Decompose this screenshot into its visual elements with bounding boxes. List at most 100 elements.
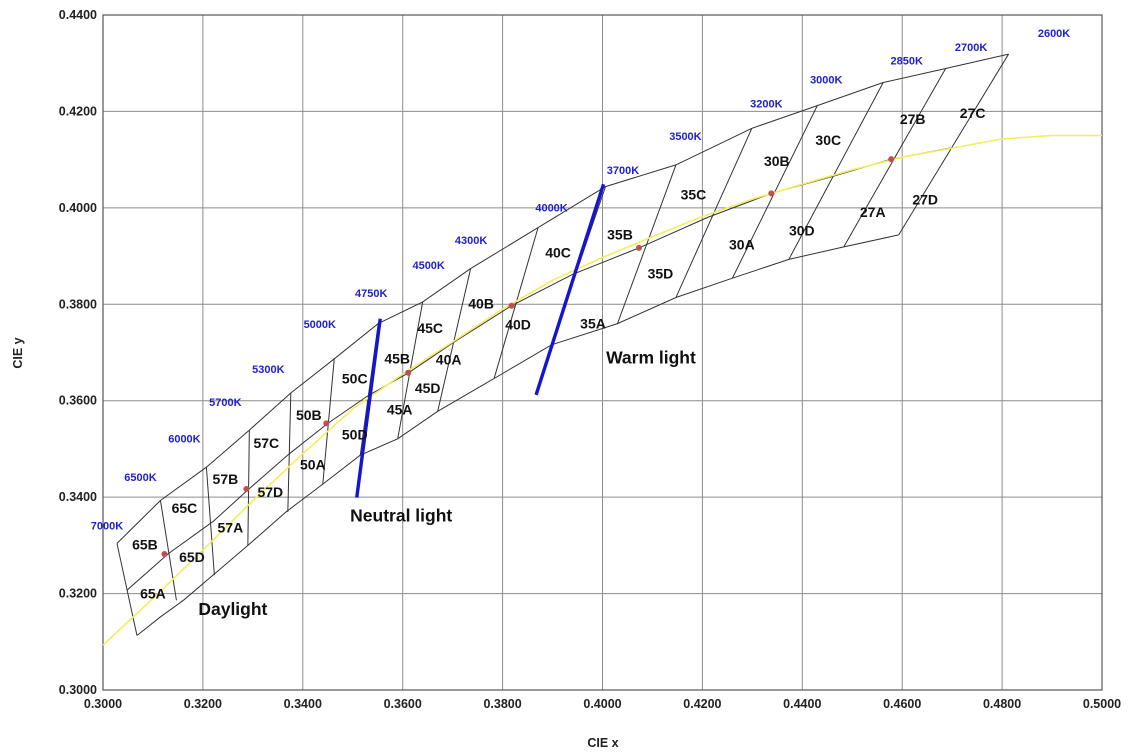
y-tick-0: 0.3000 [59,683,97,697]
bin-label-35A: 35A [580,316,606,332]
bin-label-45A: 45A [387,401,413,417]
isotherm-line-3 [287,392,292,513]
bin-center-point-0 [161,551,168,558]
bin-label-45B: 45B [384,350,410,366]
cct-label-2850K: 2850K [890,55,922,67]
upper-boundary [116,53,1009,544]
cct-label-4300K: 4300K [455,235,487,247]
x-tick-10: 0.5000 [1083,697,1121,711]
x-tick-2: 0.3400 [284,697,322,711]
cct-label-4000K: 4000K [535,202,567,214]
x-tick-8: 0.4600 [883,697,921,711]
cct-label-6500K: 6500K [124,472,156,484]
x-tick-labels: 0.3000 0.3200 0.3400 0.3600 0.3800 0.4000 0.42… [84,697,1121,711]
bin-label-65A: 65A [140,586,166,602]
region-labels: Daylight Neutral light Warm light [198,347,696,619]
y-axis-label: CIE y [11,337,25,368]
divider-neutral-warm [534,183,606,396]
bin-label-57B: 57B [213,471,239,487]
bin-label-50C: 50C [342,371,368,387]
cct-label-3500K: 3500K [669,131,701,143]
bin-label-30D: 30D [789,223,815,239]
bin-label-30A: 30A [729,237,755,253]
cct-label-6000K: 6000K [168,433,200,445]
cct-label-3200K: 3200K [750,99,782,111]
bin-center-points [161,156,895,558]
region-label-2: Warm light [606,347,696,367]
cct-label-2600K: 2600K [1038,28,1070,40]
y-tick-labels: 0.3000 0.3200 0.3400 0.3600 0.3800 0.4000 0.42… [59,8,97,697]
bin-label-65C: 65C [172,500,198,516]
region-label-0: Daylight [198,599,267,619]
bin-label-35D: 35D [648,265,674,281]
y-tick-7: 0.4400 [59,8,97,22]
cct-labels: 7000K 6500K 6000K 5700K 5300K 5000K 4750K 4500K… [91,28,1071,533]
bin-label-65B: 65B [132,536,158,552]
x-tick-3: 0.3600 [384,697,422,711]
y-tick-5: 0.4000 [59,201,97,215]
bin-center-point-4 [508,302,515,309]
isotherm-line-6 [397,301,424,439]
isotherm-line-14 [843,68,947,248]
y-tick-4: 0.3800 [59,297,97,311]
bin-label-27B: 27B [900,111,926,127]
bin-label-35C: 35C [681,186,707,202]
bin-label-27C: 27C [960,105,986,121]
region-dividers [355,183,606,498]
bin-label-45D: 45D [415,380,441,396]
cct-label-7000K: 7000K [91,521,123,533]
grid-lines [102,14,1103,691]
bin-label-50D: 50D [342,426,368,442]
x-tick-4: 0.3800 [483,697,521,711]
planckian-locus-curve [102,134,1102,646]
x-axis-label: CIE x [587,736,618,750]
plot-frame [102,14,1103,691]
cct-label-3000K: 3000K [810,75,842,87]
bin-label-57D: 57D [257,484,283,500]
bin-label-40B: 40B [468,295,494,311]
divider-daylight-neutral [355,318,382,498]
bin-label-50A: 50A [300,456,326,472]
bin-label-65D: 65D [179,549,205,565]
y-tick-6: 0.4200 [59,104,97,118]
bin-center-point-5 [635,244,642,251]
cct-label-4750K: 4750K [355,288,387,300]
cct-label-5700K: 5700K [209,397,241,409]
isotherm-line-1 [205,467,215,576]
region-label-1: Neutral light [350,505,452,525]
x-tick-9: 0.4800 [983,697,1021,711]
bin-center-point-6 [768,190,775,197]
bin-center-point-7 [888,156,895,163]
x-tick-5: 0.4000 [583,697,621,711]
cct-label-3700K: 3700K [607,165,639,177]
bin-label-30B: 30B [764,153,790,169]
y-tick-3: 0.3600 [59,394,97,408]
cct-label-5300K: 5300K [252,364,284,376]
ansi-bin-quadrangles [116,53,1010,636]
bin-label-27A: 27A [860,204,886,220]
lower-boundary [136,234,899,636]
cct-label-2700K: 2700K [955,42,987,54]
bin-label-40C: 40C [545,245,571,261]
bin-label-45C: 45C [417,320,443,336]
bin-center-point-2 [323,420,330,427]
bin-label-50B: 50B [296,407,322,423]
y-tick-1: 0.3200 [59,587,97,601]
isotherm-line-7 [437,268,472,412]
bin-center-point-1 [243,485,250,492]
bin-label-27D: 27D [912,192,938,208]
cct-label-4500K: 4500K [412,260,444,272]
bin-label-57C: 57C [253,435,279,451]
bin-labels: 65A65B65C65D57A57B57C57D50A50B50C50D45A4… [132,105,985,602]
x-tick-0: 0.3000 [84,697,122,711]
x-tick-1: 0.3200 [184,697,222,711]
bin-label-35B: 35B [607,226,633,242]
x-tick-6: 0.4200 [683,697,721,711]
isotherm-line-0 [159,500,177,601]
bin-label-30C: 30C [815,132,841,148]
planckian-locus [102,134,1102,646]
y-tick-2: 0.3400 [59,490,97,504]
bin-label-40A: 40A [436,352,462,368]
bin-label-40D: 40D [505,317,531,333]
